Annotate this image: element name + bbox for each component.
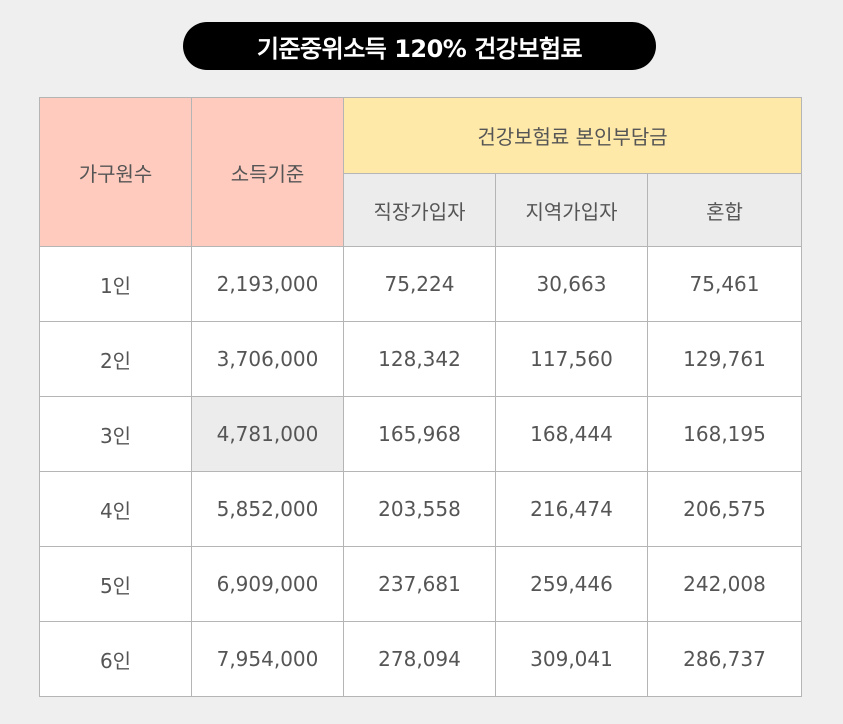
cell-employee: 128,342 — [343, 321, 496, 397]
cell-household: 2인 — [39, 321, 192, 397]
cell-household: 4인 — [39, 471, 192, 547]
table-row: 3인 4,781,000 165,968 168,444 168,195 — [39, 396, 803, 472]
header-premium-group: 건강보험료 본인부담금 — [342, 97, 803, 174]
cell-mixed: 242,008 — [646, 546, 803, 622]
cell-income: 6,909,000 — [191, 546, 344, 622]
header-mixed: 혼합 — [646, 173, 803, 247]
cell-employee: 165,968 — [343, 396, 496, 472]
table-subheader-row: 직장가입자 지역가입자 혼합 — [40, 173, 803, 247]
header-household: 가구원수 — [39, 97, 192, 247]
cell-mixed: 206,575 — [646, 471, 803, 547]
table-row: 6인 7,954,000 278,094 309,041 286,737 — [39, 621, 803, 697]
cell-regional: 30,663 — [495, 246, 648, 322]
table-row: 1인 2,193,000 75,224 30,663 75,461 — [39, 246, 803, 322]
cell-regional: 168,444 — [495, 396, 648, 472]
header-income: 소득기준 — [191, 97, 344, 247]
cell-employee: 237,681 — [343, 546, 496, 622]
cell-regional: 117,560 — [495, 321, 648, 397]
page-title: 기준중위소득 120% 건강보험료 — [183, 22, 656, 70]
cell-income: 2,193,000 — [191, 246, 344, 322]
table-row: 5인 6,909,000 237,681 259,446 242,008 — [39, 546, 803, 622]
premium-table: 가구원수 소득기준 건강보험료 본인부담금 직장가입자 지역가입자 혼합 1인 … — [39, 97, 803, 697]
cell-household: 1인 — [39, 246, 192, 322]
cell-employee: 75,224 — [343, 246, 496, 322]
cell-household: 3인 — [39, 396, 192, 472]
cell-household: 6인 — [39, 621, 192, 697]
cell-regional: 259,446 — [495, 546, 648, 622]
cell-income: 5,852,000 — [191, 471, 344, 547]
cell-regional: 309,041 — [495, 621, 648, 697]
header-regional: 지역가입자 — [495, 173, 648, 247]
cell-household: 5인 — [39, 546, 192, 622]
cell-income: 3,706,000 — [191, 321, 344, 397]
cell-mixed: 286,737 — [646, 621, 803, 697]
cell-income: 4,781,000 — [191, 396, 344, 472]
cell-employee: 278,094 — [343, 621, 496, 697]
cell-employee: 203,558 — [343, 471, 496, 547]
cell-income: 7,954,000 — [191, 621, 344, 697]
table-row: 4인 5,852,000 203,558 216,474 206,575 — [39, 471, 803, 547]
table-row: 2인 3,706,000 128,342 117,560 129,761 — [39, 321, 803, 397]
cell-mixed: 129,761 — [646, 321, 803, 397]
table-header-row: 가구원수 소득기준 건강보험료 본인부담금 — [39, 97, 803, 247]
header-employee: 직장가입자 — [343, 173, 496, 247]
cell-mixed: 75,461 — [646, 246, 803, 322]
cell-mixed: 168,195 — [646, 396, 803, 472]
cell-regional: 216,474 — [495, 471, 648, 547]
